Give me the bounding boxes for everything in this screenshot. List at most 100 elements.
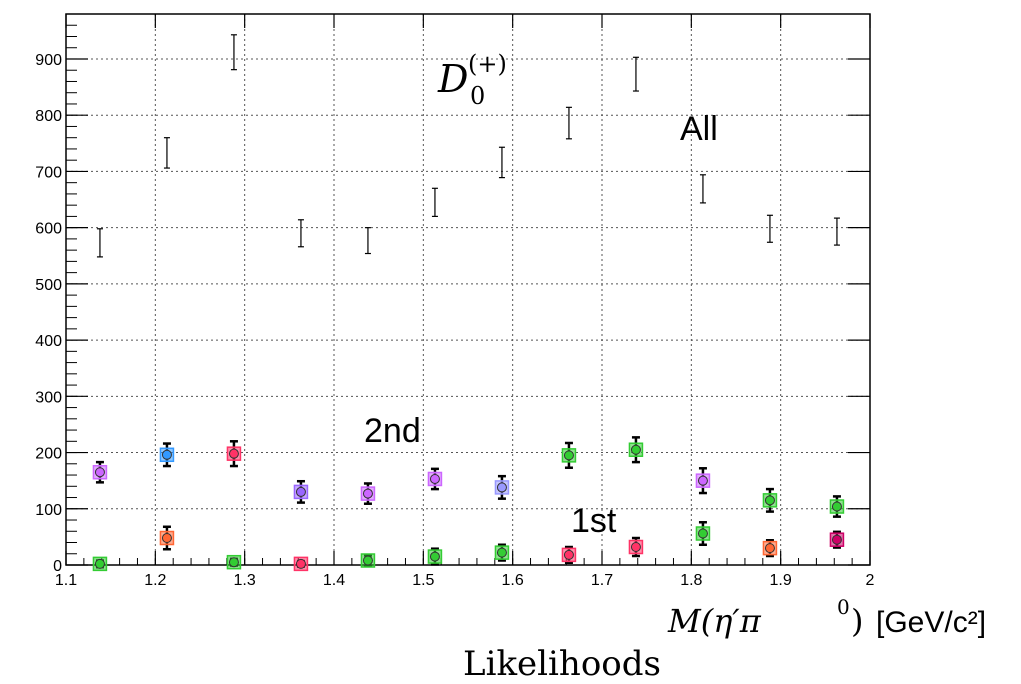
data-point <box>833 217 840 246</box>
y-tick-label: 200 <box>35 446 62 463</box>
data-point <box>561 441 577 469</box>
y-tick-labels: 0 100 200 300 400 500 600 700 800 900 <box>35 52 62 575</box>
marker-dot <box>831 534 842 545</box>
series-layer <box>92 34 845 572</box>
marker-dot <box>228 557 239 568</box>
marker-dot <box>630 444 641 455</box>
data-point <box>163 137 170 169</box>
y-tick-label: 500 <box>35 277 62 294</box>
grid <box>66 14 870 565</box>
marker-dot <box>697 528 708 539</box>
x-tick-label: 1.1 <box>55 572 77 589</box>
data-point <box>699 174 706 204</box>
y-tick-label: 700 <box>35 164 62 181</box>
x-tick-label: 1.5 <box>412 572 434 589</box>
data-point <box>226 440 242 468</box>
data-point <box>695 521 711 547</box>
data-point <box>561 545 577 565</box>
y-tick-label: 600 <box>35 221 62 238</box>
y-tick-label: 400 <box>35 333 62 350</box>
data-point <box>360 482 376 505</box>
x-tick-label: 1.6 <box>502 572 524 589</box>
marker-dot <box>295 558 306 569</box>
y-tick-label: 100 <box>35 502 62 519</box>
x-tick-label: 1.7 <box>591 572 613 589</box>
x-axis-label-close: ) <box>851 602 863 640</box>
annotation-d0-sup: (+) <box>468 50 507 78</box>
marker-dot <box>161 449 172 460</box>
y-tick-label: 0 <box>53 558 62 575</box>
marker-dot <box>563 549 574 560</box>
marker-dot <box>630 542 641 553</box>
x-tick-label: 1.8 <box>680 572 702 589</box>
data-point <box>632 56 639 92</box>
data-point <box>628 536 644 558</box>
caption: Likelihoods <box>463 644 661 684</box>
data-point <box>230 34 237 71</box>
x-axis-label-superscript: 0 <box>837 595 850 619</box>
data-point <box>494 474 510 500</box>
data-point <box>364 227 371 255</box>
axis-ticks <box>65 14 871 566</box>
data-point <box>96 228 103 258</box>
y-tick-label: 300 <box>35 389 62 406</box>
x-tick-label: 2 <box>866 572 875 589</box>
data-point <box>427 467 443 491</box>
data-point <box>159 442 175 468</box>
annotation-all: All <box>680 110 718 148</box>
series-1 <box>96 34 840 258</box>
marker-dot <box>496 547 507 558</box>
data-point <box>226 554 242 570</box>
data-point <box>498 146 505 179</box>
marker-dot <box>831 501 842 512</box>
y-tick-label: 800 <box>35 108 62 125</box>
data-point <box>494 543 510 562</box>
marker-dot <box>697 475 708 486</box>
marker-dot <box>429 473 440 484</box>
x-tick-labels: 1.1 1.2 1.3 1.4 1.5 1.6 1.7 1.8 1.9 2 <box>55 572 875 589</box>
marker-dot <box>764 495 775 506</box>
x-tick-label: 1.2 <box>144 572 166 589</box>
marker-dot <box>94 558 105 569</box>
marker-dot <box>563 450 574 461</box>
y-tick-label: 900 <box>35 52 62 69</box>
x-axis-label-main: M(η′π <box>667 602 762 640</box>
plot-frame <box>65 13 871 566</box>
data-point <box>293 479 309 504</box>
marker-dot <box>764 543 775 554</box>
x-axis-label: M(η′π 0 ) [GeV/c²] <box>667 595 986 640</box>
x-axis-label-unit: [GeV/c²] <box>876 606 986 639</box>
marker-dot <box>362 555 373 566</box>
annotation-first: 1st <box>571 502 617 540</box>
data-point <box>766 214 773 243</box>
data-point <box>829 495 845 518</box>
marker-dot <box>161 533 172 544</box>
data-point <box>159 525 175 551</box>
marker-dot <box>94 467 105 478</box>
marker-dot <box>228 448 239 459</box>
data-point <box>297 219 304 248</box>
data-point <box>92 556 108 572</box>
data-point <box>293 556 309 572</box>
data-point <box>762 539 778 558</box>
annotation-second: 2nd <box>364 412 421 450</box>
x-tick-label: 1.3 <box>234 572 256 589</box>
data-point <box>695 467 711 495</box>
data-point <box>762 487 778 513</box>
data-point <box>360 553 376 568</box>
marker-dot <box>362 488 373 499</box>
data-point <box>565 106 572 140</box>
annotation-d0-sub: 0 <box>470 82 485 110</box>
annotation-d0-base: D <box>437 57 468 101</box>
marker-dot <box>429 551 440 562</box>
x-tick-label: 1.9 <box>770 572 792 589</box>
data-point <box>829 530 845 549</box>
data-point <box>431 187 438 218</box>
data-point <box>92 460 108 484</box>
x-tick-label: 1.4 <box>323 572 345 589</box>
series-3 <box>92 521 845 572</box>
data-point <box>427 547 443 566</box>
marker-dot <box>496 482 507 493</box>
marker-dot <box>295 486 306 497</box>
